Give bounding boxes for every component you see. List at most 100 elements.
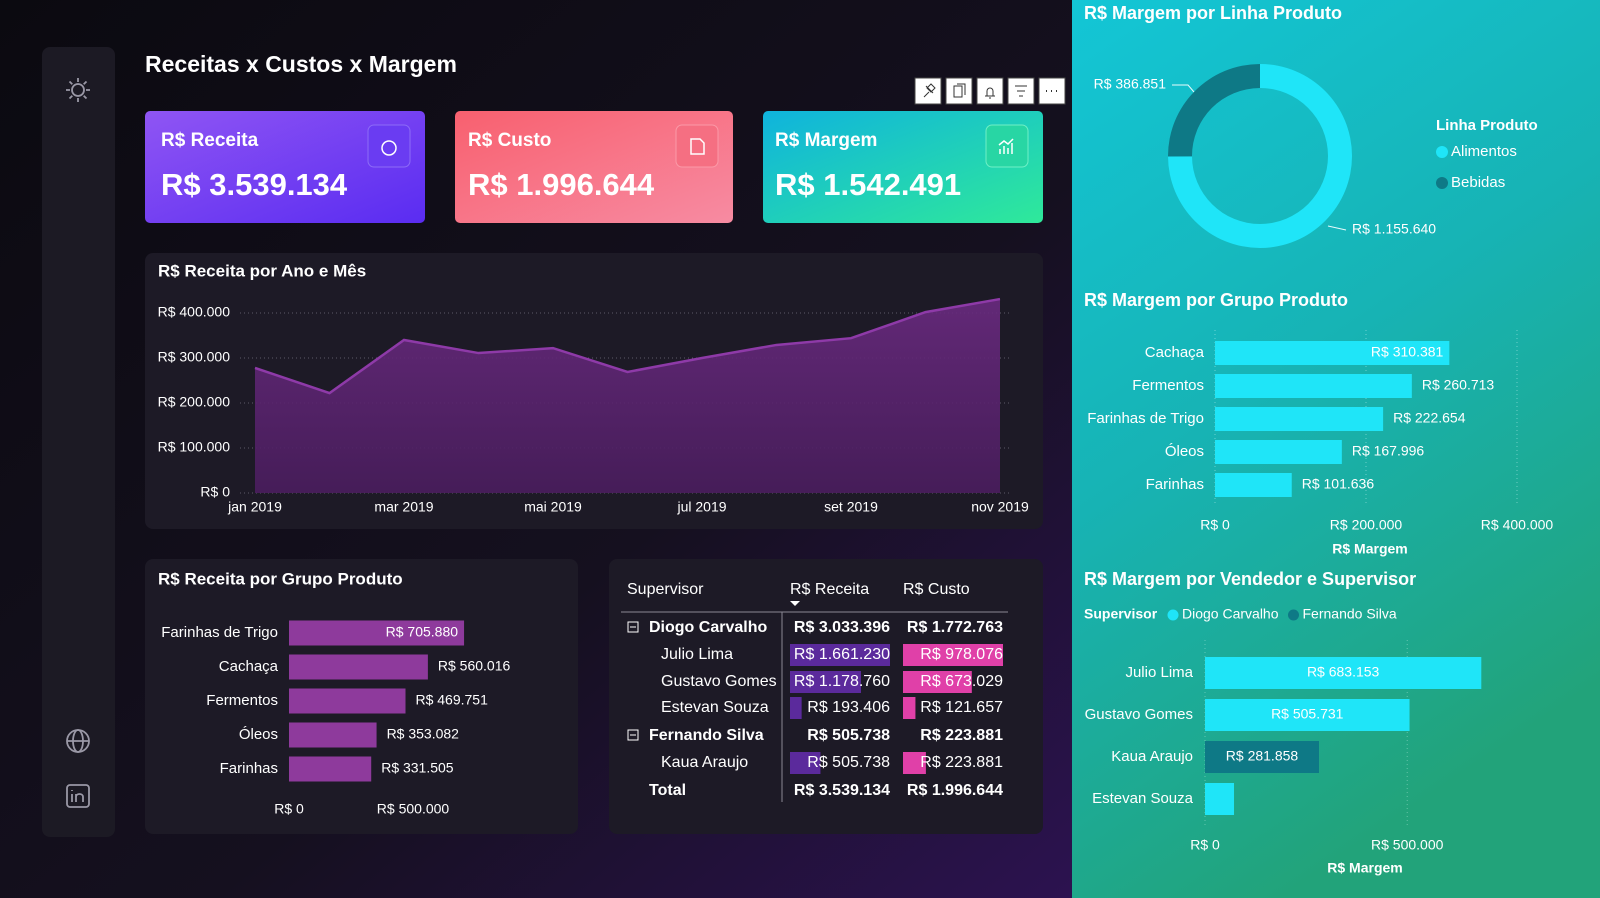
x-tick-label: R$ 200.000 (1330, 517, 1403, 533)
card-icons (367, 124, 1029, 168)
category-label: Gustavo Gomes (1085, 706, 1193, 723)
data-bar (903, 697, 916, 719)
cell-value: R$ 193.406 (807, 699, 890, 716)
value-label: R$ 310.381 (1371, 344, 1444, 360)
legend-title: Supervisor (1084, 606, 1158, 622)
more-button[interactable] (1038, 77, 1066, 105)
legend-marker (1436, 146, 1448, 158)
x-tick-label: R$ 400.000 (1481, 517, 1554, 533)
row-label: Kaua Araujo (661, 754, 748, 771)
chart-title: R$ Receita por Ano e Mês (158, 261, 366, 280)
cell-value: R$ 1.772.763 (907, 619, 1003, 636)
legend-marker (1436, 177, 1448, 189)
copy-button[interactable] (945, 77, 973, 105)
donut-slice (1167, 64, 1260, 157)
x-tick-label: R$ 0 (274, 801, 304, 817)
globe-icon[interactable] (66, 729, 90, 753)
bar (289, 756, 372, 782)
category-label: Fermentos (206, 692, 278, 709)
cell-value: R$ 978.076 (920, 646, 1003, 663)
category-label: Óleos (1165, 443, 1204, 460)
panel (609, 559, 1043, 834)
x-tick-label: jul 2019 (676, 499, 726, 515)
value-label: R$ 331.505 (381, 760, 454, 776)
chart-title: R$ Receita por Grupo Produto (158, 569, 403, 588)
bar (289, 722, 377, 748)
value-label: R$ 260.713 (1422, 377, 1495, 393)
card-icon-box (675, 124, 719, 168)
column-header[interactable]: R$ Custo (903, 581, 970, 598)
chart-title: R$ Margem por Grupo Produto (1084, 290, 1348, 310)
linkedin-icon[interactable] (66, 784, 90, 808)
x-tick-label: R$ 500.000 (1371, 837, 1444, 853)
category-label: Farinhas (1146, 476, 1204, 493)
page-title: Receitas x Custos x Margem (145, 51, 457, 77)
column-header[interactable]: R$ Receita (790, 581, 869, 598)
legend-label: Diogo Carvalho (1182, 606, 1279, 622)
bar (1205, 699, 1410, 731)
bar (289, 654, 428, 680)
value-label: R$ 386.851 (1094, 76, 1167, 92)
value-label: R$ 469.751 (415, 692, 488, 708)
card-label: R$ Margem (775, 130, 877, 151)
cell-value: R$ 3.539.134 (794, 782, 890, 799)
invoice-icon (690, 138, 705, 155)
theme-icon[interactable] (66, 78, 90, 102)
pin-button[interactable] (914, 77, 942, 105)
sort-arrow (790, 601, 800, 606)
row-label: Fernando Silva (649, 727, 764, 744)
y-tick-label: R$ 100.000 (158, 439, 231, 455)
value-label: R$ 560.016 (438, 658, 511, 674)
chart-icon (998, 138, 1014, 154)
category-label: Óleos (239, 726, 278, 743)
category-label: Farinhas de Trigo (161, 624, 278, 641)
chart-title: R$ Margem por Linha Produto (1084, 3, 1342, 23)
card-value: R$ 3.539.134 (161, 167, 348, 202)
filter-icon (1015, 85, 1027, 97)
data-bar (790, 671, 861, 693)
legend-label: Alimentos (1451, 143, 1517, 160)
alert-button[interactable] (976, 77, 1004, 105)
row-label: Diogo Carvalho (649, 619, 767, 636)
y-tick-label: R$ 0 (200, 484, 230, 500)
category-label: Kaua Araujo (1111, 748, 1193, 765)
cell-value: R$ 3.033.396 (794, 619, 890, 636)
cell-value: R$ 223.881 (920, 754, 1003, 771)
legend-label: Fernando Silva (1303, 606, 1397, 622)
x-tick-label: jan 2019 (227, 499, 282, 515)
toolbar (914, 77, 1066, 105)
column-header[interactable]: Supervisor (627, 581, 704, 598)
value-label: R$ 1.155.640 (1352, 221, 1436, 237)
bell-icon (985, 87, 995, 99)
bar (1215, 473, 1292, 497)
bar (1215, 440, 1342, 464)
cell-value: R$ 121.657 (920, 699, 1003, 716)
line (254, 297, 1001, 395)
expand-toggle[interactable] (627, 729, 639, 741)
legend-marker (1167, 609, 1179, 621)
cell-value: R$ 505.738 (807, 727, 890, 744)
row-label: Total (649, 782, 686, 799)
card-margem (763, 111, 1043, 223)
card-icon-box (985, 124, 1029, 168)
data-bar (903, 671, 972, 693)
card-label: R$ Receita (161, 130, 259, 151)
y-tick-label: R$ 400.000 (158, 304, 231, 320)
cell-value: R$ 223.881 (920, 727, 1003, 744)
copy-icon (953, 83, 966, 98)
cell-value: R$ 505.738 (807, 754, 890, 771)
chart-title: R$ Margem por Vendedor e Supervisor (1084, 569, 1416, 589)
x-tick-label: mar 2019 (374, 499, 433, 515)
value-label: R$ 167.996 (1352, 443, 1425, 459)
pin-icon (923, 83, 936, 98)
expand-toggle[interactable] (627, 621, 639, 633)
cell-value: R$ 1.178.760 (794, 673, 890, 690)
x-tick-label: set 2019 (824, 499, 878, 515)
sidebar (42, 47, 115, 837)
data-bar (790, 644, 890, 666)
cell-value: R$ 1.996.644 (907, 782, 1003, 799)
value-label: R$ 222.654 (1393, 410, 1466, 426)
x-tick-label: nov 2019 (971, 499, 1029, 515)
bar (289, 688, 406, 714)
